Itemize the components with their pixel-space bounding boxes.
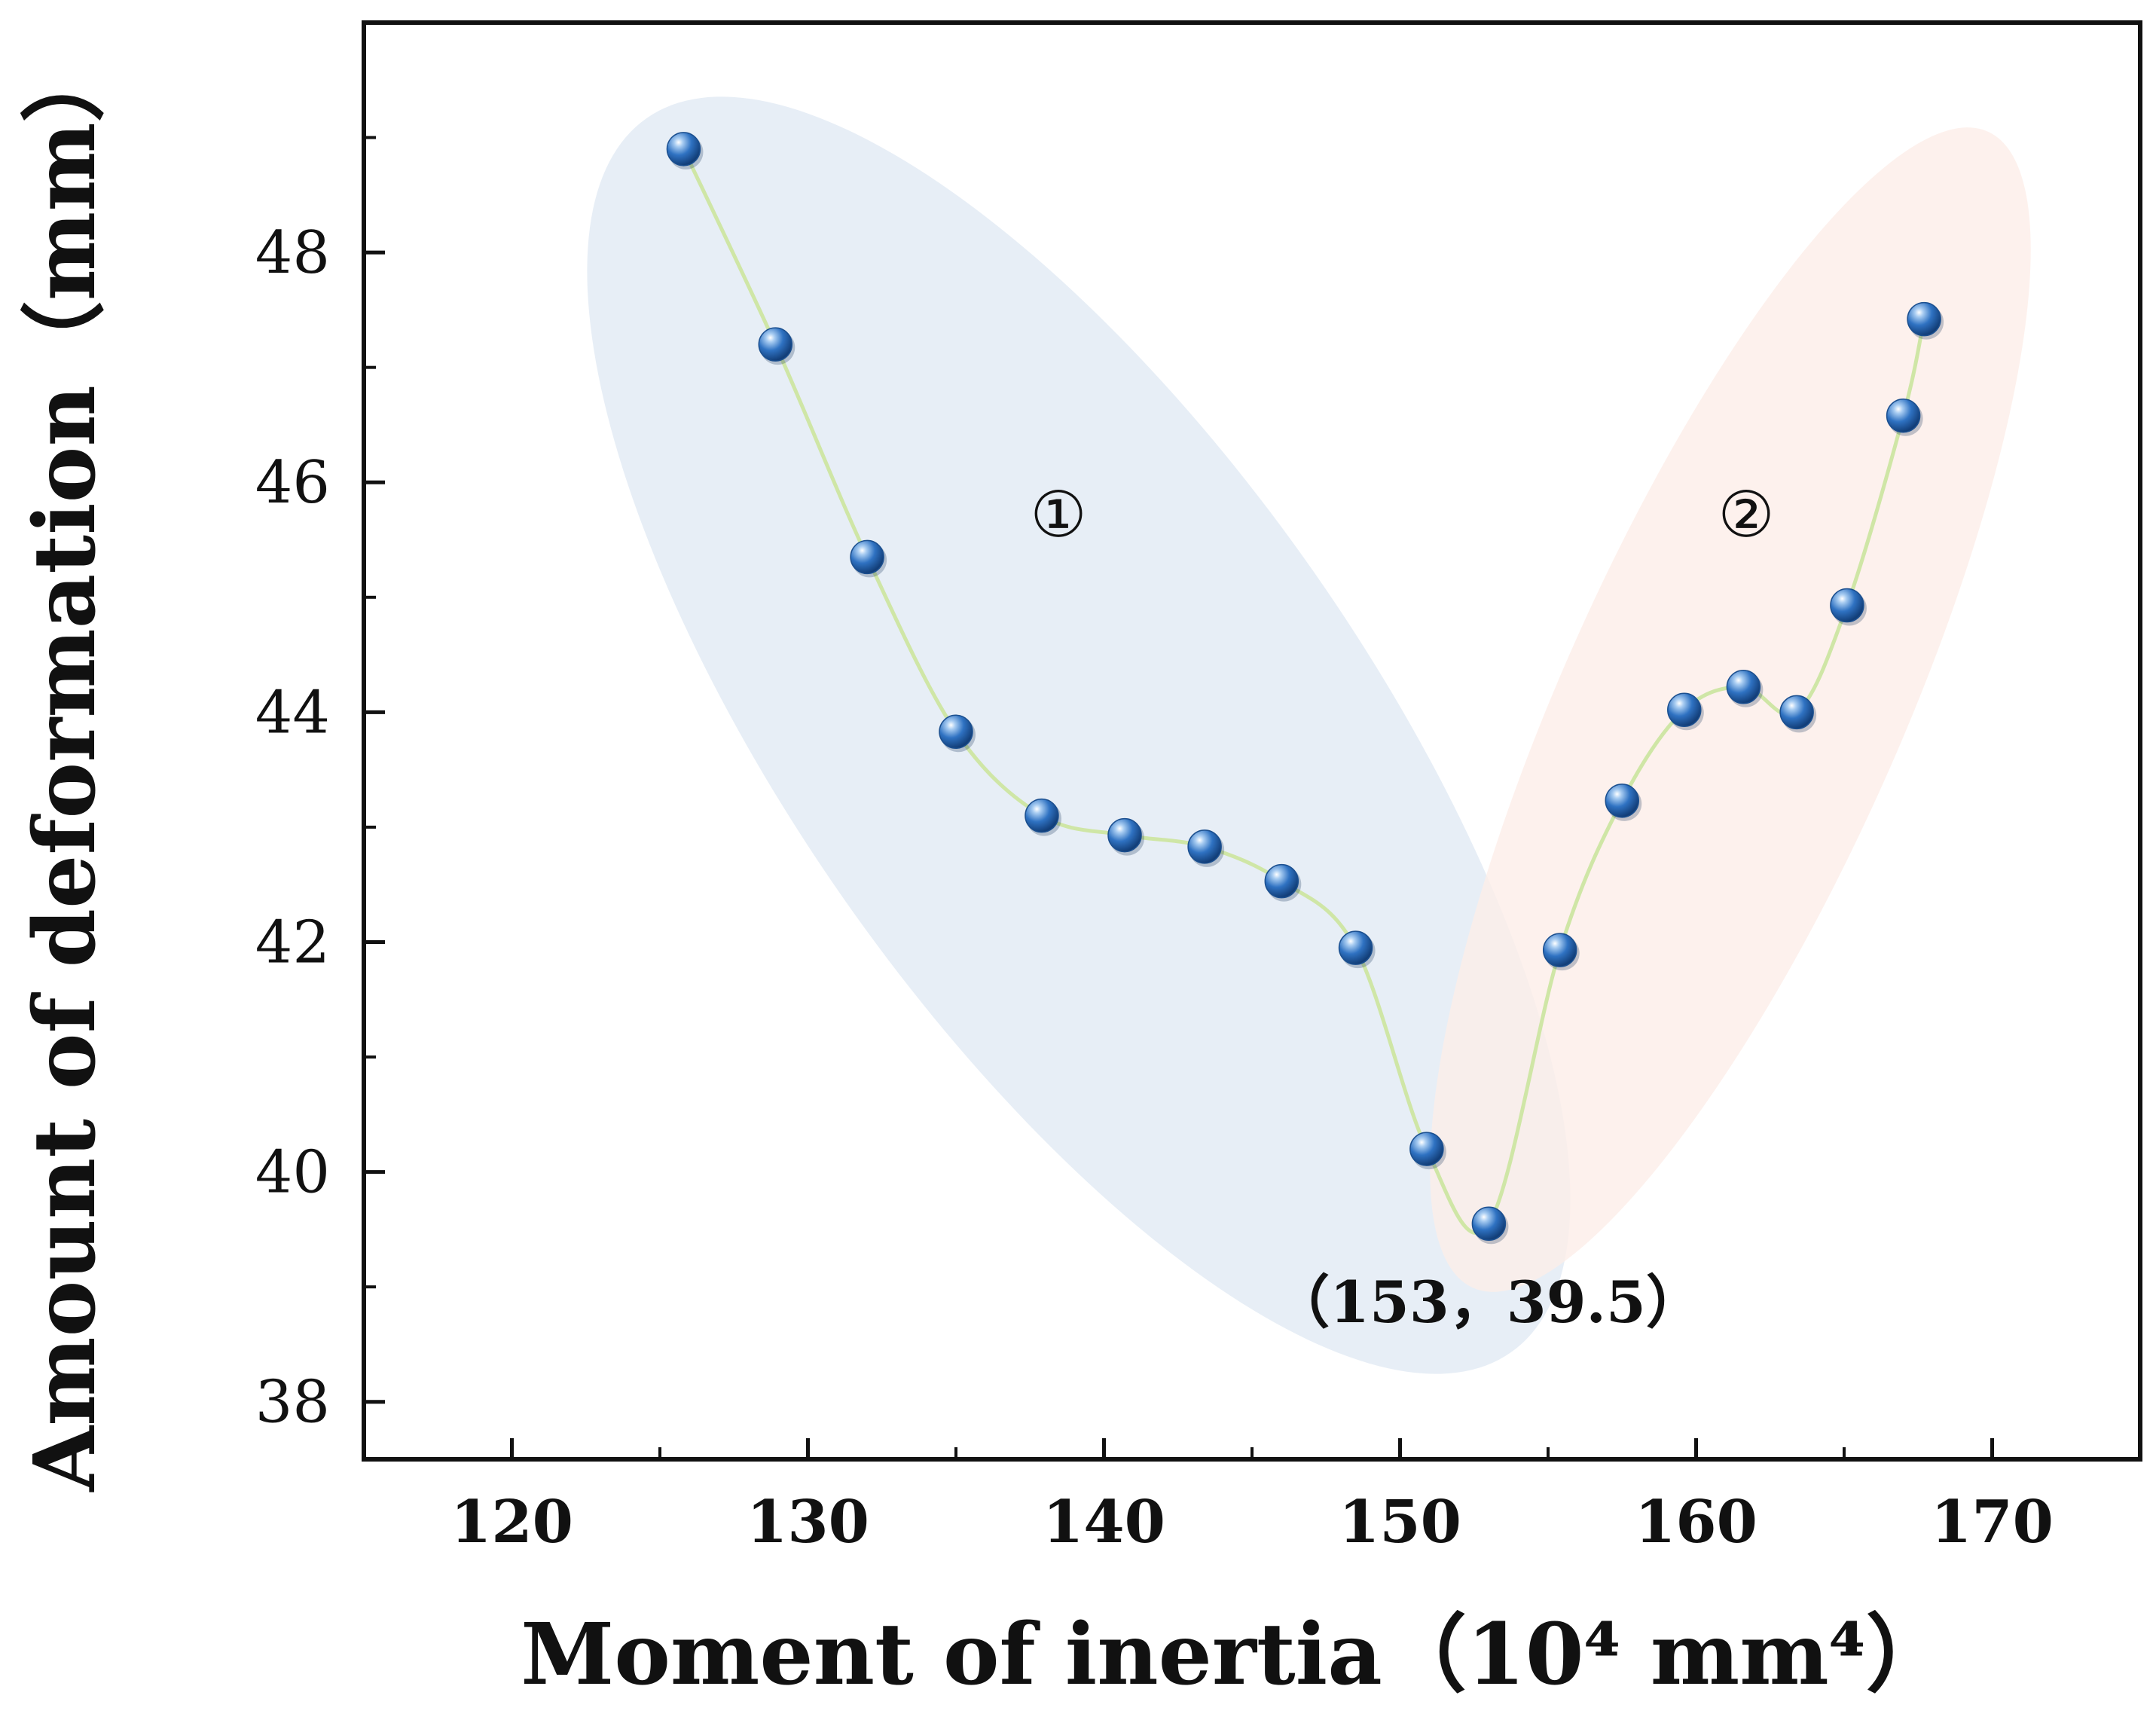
ticks-layer: 120 130 140 150 160 170 38 40 42 44 46 48	[255, 136, 2054, 1556]
data-point	[758, 327, 793, 362]
y-axis-title: Amount of deformation（mm）	[16, 38, 115, 1492]
data-point	[1779, 695, 1814, 730]
data-point	[1264, 863, 1299, 899]
minimum-annotation: （153，39.5）	[1272, 1269, 1703, 1336]
data-point	[850, 539, 884, 575]
region-1-label: ①	[1030, 478, 1086, 551]
data-point	[1886, 399, 1921, 433]
data-point	[1726, 670, 1761, 704]
y-tick-label: 40	[255, 1139, 330, 1207]
region-2-ellipse	[1430, 127, 2031, 1292]
data-point	[1338, 930, 1373, 965]
y-tick-label: 46	[255, 449, 330, 517]
y-tick-label: 38	[255, 1369, 330, 1437]
data-point	[666, 132, 701, 166]
x-tick-label: 170	[1931, 1488, 2054, 1556]
region-1-ellipse	[587, 96, 1571, 1374]
data-point	[1107, 817, 1142, 853]
data-point	[1830, 588, 1864, 623]
x-axis-title-text: Moment of inertia	[521, 1605, 1382, 1704]
data-point	[939, 714, 973, 750]
x-tick-label: 130	[747, 1488, 869, 1556]
regions-layer	[587, 96, 2031, 1374]
points-layer	[666, 132, 1944, 1245]
data-point	[1471, 1206, 1507, 1242]
data-point	[1409, 1132, 1444, 1166]
x-tick-label: 150	[1339, 1488, 1461, 1556]
data-point	[1907, 301, 1941, 337]
x-tick-label: 120	[450, 1488, 573, 1556]
data-point	[1187, 829, 1222, 864]
x-axis-title: Moment of inertia（10⁴ mm⁴）	[521, 1605, 1950, 1704]
x-axis-title-unit: （10⁴ mm⁴）	[1382, 1605, 1950, 1704]
y-tick-label: 44	[255, 679, 330, 747]
data-point	[1025, 798, 1059, 833]
region-2-label: ②	[1718, 478, 1774, 551]
x-tick-label: 140	[1043, 1488, 1165, 1556]
data-point	[1667, 692, 1702, 728]
y-tick-label: 48	[255, 219, 330, 287]
data-point	[1542, 933, 1577, 967]
data-point	[1605, 784, 1639, 818]
y-tick-label: 42	[255, 909, 330, 976]
x-tick-label: 160	[1635, 1488, 1757, 1556]
